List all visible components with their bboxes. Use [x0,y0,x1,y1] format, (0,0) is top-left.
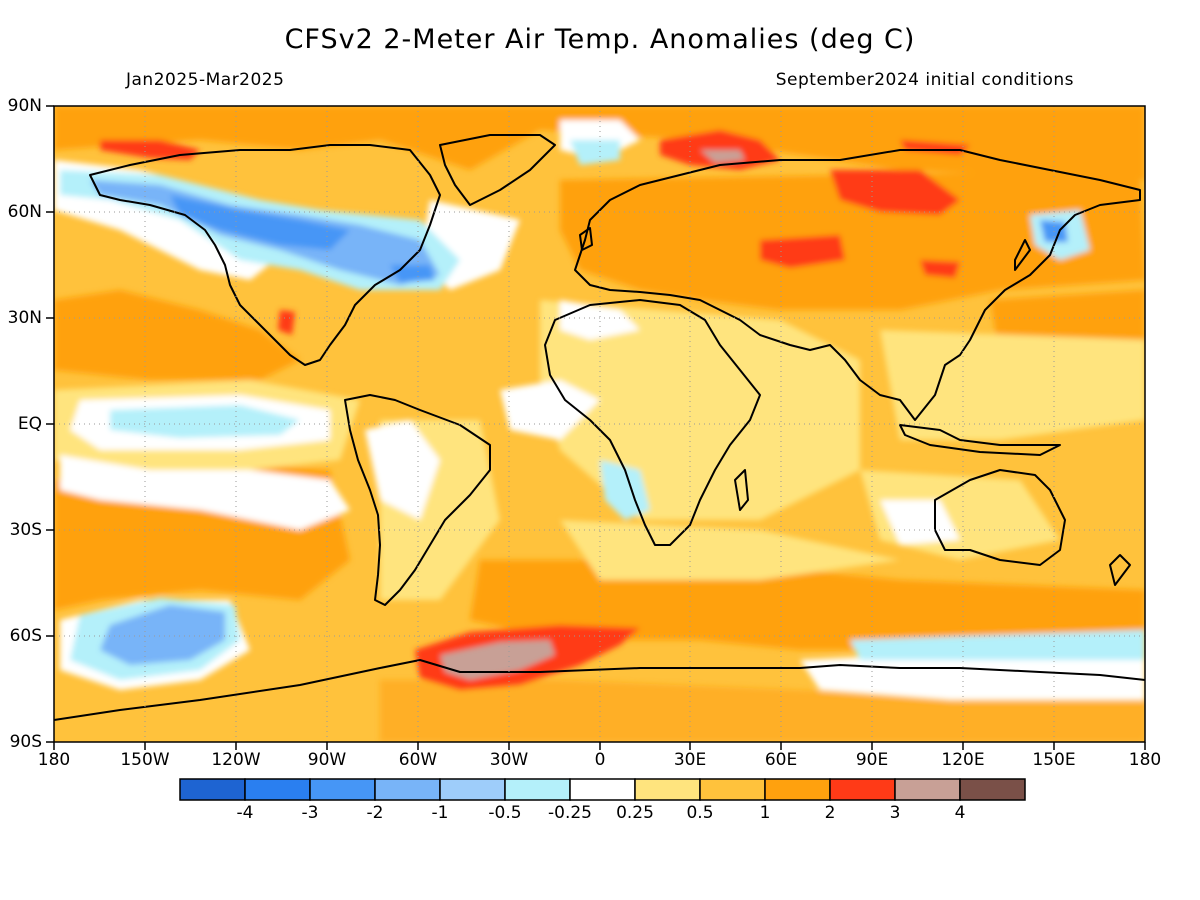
colorbar [179,778,1026,801]
colorbar-swatch [569,778,636,801]
lat-label: 90S [9,732,42,752]
colorbar-label: -2 [366,803,384,823]
colorbar-label: -3 [301,803,319,823]
lon-label: 90E [855,750,889,770]
colorbar-swatch [439,778,506,801]
colorbar-label: -0.5 [488,803,522,823]
colorbar-swatch [374,778,441,801]
colorbar-swatch [504,778,571,801]
initial-conditions: September2024 initial conditions [775,70,1074,90]
lon-label: 120W [211,750,261,770]
axis-ticks [46,105,1146,750]
lat-label: 30S [9,520,42,540]
lon-label: 0 [594,750,606,770]
colorbar-label: 3 [889,803,901,823]
lon-label: 150E [1032,750,1076,770]
colorbar-label: 0.5 [686,803,714,823]
lon-label: 120E [941,750,985,770]
lon-label: 60E [764,750,798,770]
colorbar-label: -0.25 [548,803,592,823]
colorbar-label: -4 [236,803,254,823]
lon-label: 90W [307,750,347,770]
colorbar-swatch [829,778,896,801]
colorbar-swatch [179,778,246,801]
lon-label: 150W [120,750,170,770]
colorbar-swatch [959,778,1026,801]
forecast-period: Jan2025-Mar2025 [126,70,285,90]
coastlines [54,134,1145,721]
colorbar-swatch [764,778,831,801]
lon-label: 60W [398,750,438,770]
lat-label: 60S [9,626,42,646]
map-title: CFSv2 2-Meter Air Temp. Anomalies (deg C… [284,24,916,55]
lat-label: 90N [7,96,42,116]
colorbar-swatch [309,778,376,801]
colorbar-label: 2 [824,803,836,823]
lat-label: 30N [7,308,42,328]
colorbar-label: -1 [431,803,449,823]
lon-label: 30E [673,750,707,770]
colorbar-swatch [699,778,766,801]
lat-label: EQ [17,414,42,434]
lon-label: 180 [1128,750,1162,770]
graticule [54,106,1145,742]
colorbar-swatch [244,778,311,801]
colorbar-label: 4 [954,803,966,823]
colorbar-swatch [894,778,961,801]
colorbar-swatch [634,778,701,801]
lon-label: 180 [37,750,71,770]
lat-label: 60N [7,202,42,222]
colorbar-label: 0.25 [616,803,654,823]
lon-label: 30W [489,750,529,770]
colorbar-label: 1 [759,803,771,823]
anomaly-field [54,106,1145,742]
